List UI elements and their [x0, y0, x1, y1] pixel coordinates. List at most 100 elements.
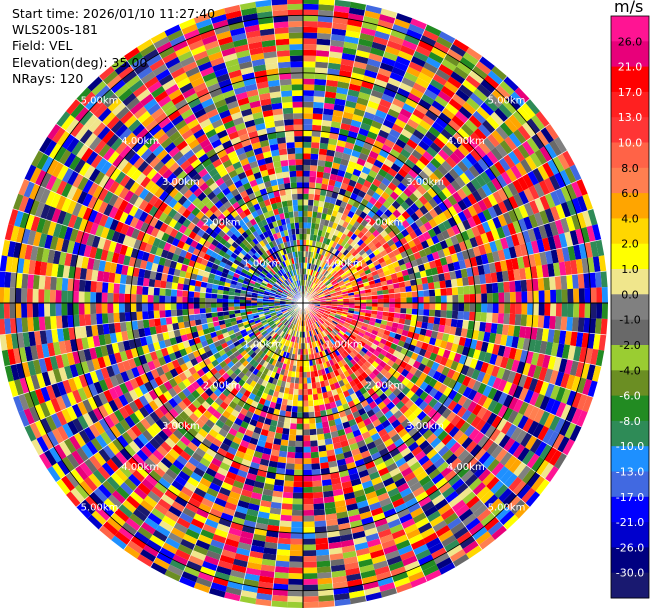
range-gate: [550, 249, 559, 264]
range-gate: [441, 366, 451, 377]
range-gate: [479, 274, 487, 285]
range-gate: [577, 195, 588, 213]
range-gate: [297, 406, 303, 413]
range-gate: [359, 309, 366, 313]
range-gate: [480, 253, 489, 265]
range-gate: [147, 286, 155, 296]
range-gate: [429, 352, 438, 362]
range-gate: [344, 100, 357, 109]
range-gate: [338, 164, 348, 172]
range-gate: [294, 469, 303, 476]
range-gate: [350, 233, 358, 241]
range-gate: [345, 260, 353, 267]
range-gate: [325, 79, 339, 87]
range-gate: [342, 277, 350, 283]
range-gate: [361, 116, 374, 126]
range-gate: [383, 298, 390, 303]
range-gate: [317, 577, 333, 585]
range-gate: [303, 176, 310, 183]
range-gate: [315, 286, 321, 292]
range-gate: [291, 521, 303, 528]
range-gate: [422, 166, 434, 177]
range-gate: [319, 297, 326, 300]
range-gate: [400, 177, 411, 188]
range-gate: [530, 240, 540, 254]
range-gate: [569, 424, 582, 442]
range-gate: [400, 201, 410, 211]
range-gate: [27, 317, 34, 332]
range-gate: [410, 212, 420, 222]
range-gate: [397, 113, 410, 124]
range-gate: [474, 234, 484, 247]
range-gate: [348, 305, 355, 309]
range-gate: [516, 256, 525, 269]
range-gate: [319, 462, 330, 469]
range-gate: [313, 270, 317, 277]
range-gate: [346, 317, 353, 322]
range-gate: [415, 242, 424, 252]
range-gate: [333, 284, 340, 289]
range-gate: [408, 273, 416, 281]
range-gate: [544, 446, 558, 463]
range-gate: [401, 386, 411, 396]
range-gate: [435, 68, 451, 81]
range-gate: [107, 303, 114, 314]
range-gate: [386, 320, 394, 327]
range-gate: [414, 271, 422, 280]
range-gate: [374, 173, 385, 183]
range-gate: [137, 276, 144, 287]
range-gate: [334, 326, 341, 332]
range-gate: [369, 125, 381, 135]
range-gate: [404, 197, 415, 207]
range-gate: [352, 285, 359, 290]
range-gate: [421, 135, 434, 147]
range-gate: [205, 303, 212, 309]
range-gate: [119, 283, 126, 294]
range-gate: [531, 475, 546, 492]
range-gate: [553, 234, 562, 250]
range-gate: [394, 303, 401, 309]
range-gate: [368, 218, 377, 226]
range-gate: [529, 200, 540, 215]
range-gate: [317, 241, 323, 249]
range-gate: [374, 30, 391, 41]
range-gate: [389, 331, 396, 339]
range-gate: [385, 82, 399, 93]
range-gate: [397, 182, 407, 192]
range-gate: [359, 32, 375, 42]
range-gate: [415, 77, 430, 89]
range-gate: [317, 311, 323, 316]
range-gate: [303, 38, 317, 45]
range-gate: [418, 72, 433, 84]
range-gate: [535, 111, 550, 128]
range-gate: [441, 407, 452, 419]
range-gate: [194, 285, 201, 293]
range-gate: [380, 280, 388, 287]
range-gate: [363, 111, 376, 121]
range-gate: [426, 275, 434, 284]
range-gate: [293, 481, 303, 488]
range-gate: [315, 543, 329, 551]
range-gate: [368, 95, 382, 105]
range-gate: [462, 319, 469, 330]
range-gate: [419, 205, 429, 216]
range-gate: [346, 244, 354, 252]
range-gate: [291, 515, 303, 522]
range-gate: [437, 149, 450, 161]
range-gate: [324, 309, 331, 312]
range-gate: [598, 334, 607, 351]
range-gate: [523, 389, 534, 404]
range-gate: [349, 324, 356, 330]
range-gate: [199, 303, 206, 309]
range-gate: [430, 157, 442, 169]
range-gate: [544, 193, 556, 209]
range-gate: [21, 288, 28, 303]
range-gate: [328, 259, 334, 266]
range-gate: [286, 399, 293, 406]
range-gate: [303, 578, 318, 585]
range-gate: [486, 293, 493, 303]
range-gate: [306, 222, 312, 229]
range-gate: [312, 107, 324, 115]
range-gate: [317, 27, 332, 34]
range-gate: [395, 196, 405, 206]
